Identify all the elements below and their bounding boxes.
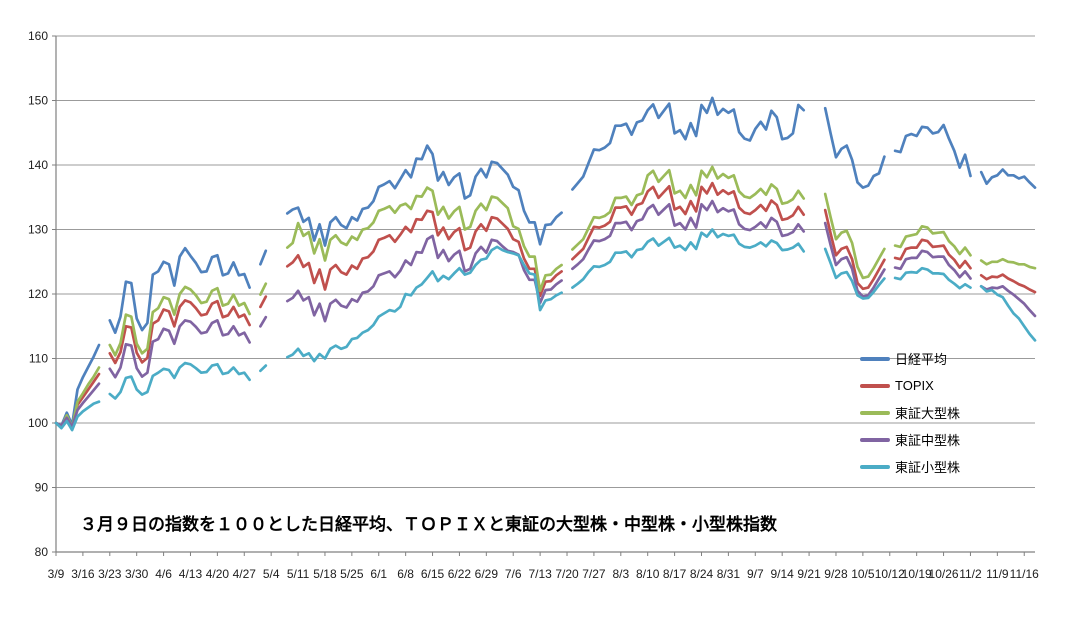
legend-item-mid-cap: 東証中型株 [860,426,960,453]
legend-item-small-cap: 東証小型株 [860,453,960,480]
x-tick-label: 6/15 [421,567,445,581]
x-tick-label: 11/2 [959,567,982,581]
x-tick-label: 4/6 [155,567,172,581]
x-axis-tick-labels: 3/9 3/16 3/23 3/30 4/6 4/13 4/20 4/27 5/4 5/11 5/1… [48,552,1039,581]
x-tick-label: 6/29 [475,567,499,581]
x-tick-label: 9/14 [771,567,795,581]
x-tick-label: 8/3 [612,567,629,581]
topix-line-swatch-icon [860,383,890,388]
legend-item-nikkei: 日経平均 [860,345,960,372]
y-tick-label: 140 [28,158,48,172]
x-tick-label: 7/6 [505,567,522,581]
x-tick-label: 7/20 [555,567,579,581]
axis-lines [55,36,1035,553]
x-tick-label: 11/16 [1010,567,1039,581]
x-tick-label: 5/25 [340,567,364,581]
x-tick-label: 3/30 [125,567,149,581]
x-tick-label: 8/31 [717,567,741,581]
y-tick-label: 150 [28,94,48,108]
x-tick-label: 4/20 [206,567,230,581]
x-tick-label: 9/21 [797,567,821,581]
x-tick-label: 5/18 [313,567,337,581]
series-line-2 [54,165,1037,429]
legend-label-large-cap: 東証大型株 [895,406,961,421]
chart-title: ３月９日の指数を１００とした日経平均、ＴＯＰＩＸと東証の大型株・中型株・小型株指… [80,515,777,534]
x-tick-label: 10/19 [902,567,932,581]
x-tick-label: 10/12 [875,567,905,581]
y-tick-label: 100 [28,416,48,430]
chart-legend: 日経平均 TOPIX 東証大型株 東証中型株 東証小型株 [860,345,960,480]
legend-label-nikkei: 日経平均 [895,352,948,367]
x-tick-label: 10/5 [851,567,875,581]
x-tick-label: 4/13 [179,567,203,581]
x-tick-label: 11/9 [986,567,1009,581]
x-tick-label: 3/9 [48,567,65,581]
x-tick-label: 6/8 [397,567,414,581]
x-tick-label: 10/26 [929,567,959,581]
x-tick-label: 5/4 [263,567,280,581]
legend-item-large-cap: 東証大型株 [860,399,960,426]
x-tick-label: 8/17 [663,567,687,581]
x-tick-label: 8/24 [690,567,714,581]
x-tick-label: 7/13 [528,567,552,581]
y-tick-label: 110 [29,352,48,366]
nikkei-line-swatch-icon [860,356,890,361]
x-tick-label: 3/16 [71,567,95,581]
y-tick-label: 90 [35,481,49,495]
y-tick-label: 130 [28,223,48,237]
x-tick-label: 9/7 [747,567,764,581]
x-tick-label: 8/10 [636,567,660,581]
y-tick-label: 160 [28,29,48,43]
legend-item-topix: TOPIX [860,372,960,399]
series-line-4 [54,228,1037,432]
legend-label-mid-cap: 東証中型株 [895,433,961,448]
x-tick-label: 5/11 [287,567,310,581]
x-tick-label: 4/27 [233,567,257,581]
y-tick-label: 120 [28,287,48,301]
legend-label-topix: TOPIX [895,378,934,393]
x-tick-label: 7/27 [582,567,606,581]
x-tick-label: 6/22 [448,567,472,581]
x-tick-label: 6/1 [370,567,387,581]
y-gridlines [52,35,1035,553]
mid-cap-line-swatch-icon [860,437,890,442]
y-tick-label: 80 [35,545,49,559]
y-axis-tick-labels: 80 90 100 110 120 130 140 150 160 [28,29,48,559]
large-cap-line-swatch-icon [860,410,890,415]
x-tick-label: 9/28 [824,567,848,581]
legend-label-small-cap: 東証小型株 [895,460,961,475]
x-tick-label: 3/23 [98,567,122,581]
small-cap-line-swatch-icon [860,464,890,469]
